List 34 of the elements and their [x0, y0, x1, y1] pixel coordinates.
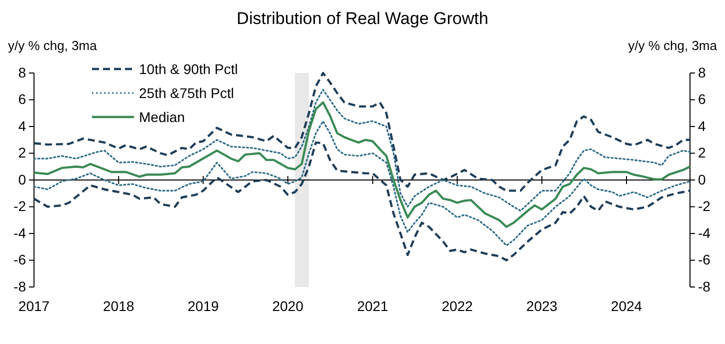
- chart-title: Distribution of Real Wage Growth: [236, 9, 488, 28]
- y2-tick-label: 8: [698, 64, 706, 80]
- x-tick-label: 2020: [272, 298, 304, 314]
- y-tick-label: -6: [14, 252, 26, 268]
- y2-tick-label: -4: [698, 224, 711, 241]
- legend-label: 10th & 90th Pctl: [139, 61, 238, 77]
- x-tick-label: 2021: [357, 298, 388, 314]
- y-tick-label: 2: [18, 144, 26, 161]
- y2-axis-title: y/y % chg, 3ma: [628, 38, 718, 53]
- y2-tick-label: -6: [698, 252, 711, 268]
- y-tick-label: 4: [18, 118, 26, 134]
- y-tick-label: 8: [18, 64, 26, 80]
- y-tick-label: 6: [18, 91, 26, 108]
- x-tick-label: 2018: [103, 298, 134, 314]
- y-axis-title: y/y % chg, 3ma: [8, 38, 98, 53]
- legend-label: 25th &75th Pctl: [139, 85, 234, 101]
- y2-tick-label: 4: [698, 118, 706, 134]
- y-tick-label: -2: [14, 198, 26, 214]
- y2-tick-label: 0: [698, 171, 706, 188]
- x-tick-label: 2024: [610, 298, 642, 314]
- y2-tick-label: -2: [698, 198, 711, 214]
- line-series: [32, 101, 692, 228]
- y-tick-label: 0: [18, 171, 26, 188]
- line-series: [32, 141, 692, 262]
- x-tick-label: 2023: [526, 298, 558, 314]
- y-tick-label: -8: [14, 278, 26, 294]
- y-tick-label: -4: [14, 224, 26, 241]
- x-tick-label: 2019: [188, 298, 219, 314]
- y2-tick-label: 2: [698, 144, 706, 161]
- y2-tick-label: 6: [698, 91, 706, 108]
- legend-label: Median: [139, 109, 185, 125]
- y2-tick-label: -8: [698, 278, 711, 294]
- x-tick-label: 2022: [442, 298, 474, 314]
- x-tick-label: 2017: [18, 298, 50, 314]
